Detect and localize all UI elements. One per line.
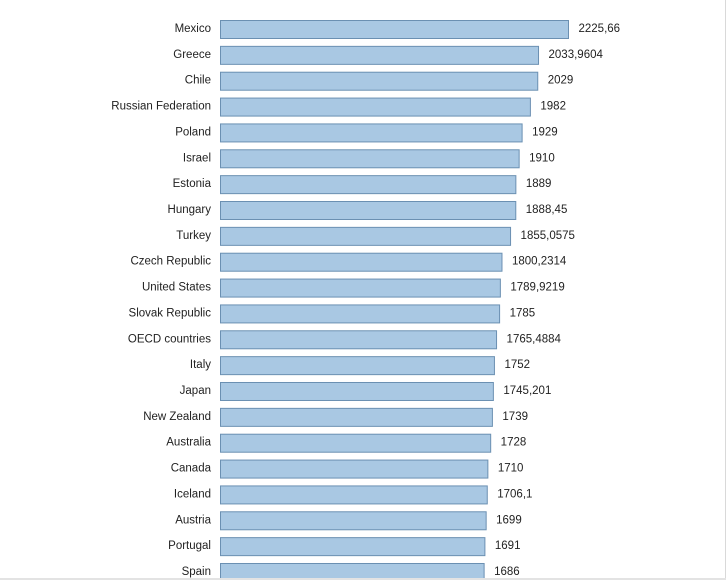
category-label: Mexico [175,23,211,35]
bar-row: Japan 1745,201 [180,382,552,400]
value-label: 1739 [502,411,528,423]
bar-row: Australia 1728 [166,434,526,452]
category-label: Spain [182,566,211,578]
bar [221,150,520,168]
value-label: 2029 [548,75,574,87]
bar [221,434,491,452]
value-label: 1855,0575 [521,230,575,242]
value-label: 1789,9219 [510,282,564,294]
bar [221,279,501,297]
value-label: 1910 [529,152,555,164]
bar-row: Canada 1710 [171,460,524,478]
bar-row: Chile 2029 [185,72,574,90]
bar-row: Slovak Republic 1785 [129,305,536,323]
bar-row: Czech Republic 1800,2314 [130,253,566,271]
bar-row: Hungary 1888,45 [168,201,568,219]
value-label: 1706,1 [497,488,532,500]
category-label: Russian Federation [111,101,211,113]
value-label: 1710 [498,463,524,475]
category-label: OECD countries [128,333,211,345]
category-label: Chile [185,75,211,87]
bar-row: Turkey 1855,0575 [176,227,575,245]
category-label: New Zealand [143,411,211,423]
category-label: Czech Republic [130,256,211,268]
bar [221,98,531,116]
category-label: Slovak Republic [129,307,212,319]
value-label: 1686 [494,566,520,578]
category-label: Turkey [176,230,211,242]
value-label: 1785 [510,307,536,319]
bar [221,253,502,271]
bar-row: New Zealand 1739 [143,408,528,426]
value-label: 1929 [532,126,558,138]
value-label: 1982 [540,101,566,113]
category-label: Iceland [174,488,211,500]
bar-row: Greece 2033,9604 [173,46,603,64]
value-label: 1699 [496,514,522,526]
bar [221,227,511,245]
value-label: 2033,9604 [549,49,604,61]
value-label: 1728 [501,437,527,449]
bar-row: Austria 1699 [175,512,522,530]
value-label: 1765,4884 [507,333,562,345]
value-label: 1888,45 [526,204,568,216]
bar [221,46,539,64]
bar [221,460,488,478]
category-label: Canada [171,463,212,475]
bar-row: Poland 1929 [175,124,558,142]
value-label: 1800,2314 [512,256,567,268]
bar [221,331,497,349]
bar [221,305,500,323]
category-label: Portugal [168,540,211,552]
bar-row: Mexico 2225,66 [175,21,621,39]
bar [221,201,516,219]
bar-row: Italy 1752 [190,357,530,375]
value-label: 2225,66 [579,23,621,35]
bar-row: OECD countries 1765,4884 [128,331,562,349]
bar [221,72,538,90]
bar-row: Russian Federation 1982 [111,98,566,116]
value-label: 1745,201 [503,385,551,397]
category-label: Greece [173,49,211,61]
bar-row: Israel 1910 [183,150,555,168]
category-label: Estonia [173,178,212,190]
category-label: Australia [166,437,211,449]
value-label: 1889 [526,178,552,190]
bar [221,21,569,39]
bar [221,486,488,504]
category-label: Italy [190,359,211,371]
category-label: United States [142,282,211,294]
bar-row: Iceland 1706,1 [174,486,533,504]
bar-row: Estonia 1889 [173,176,552,194]
bar [221,357,495,375]
category-label: Austria [175,514,211,526]
category-label: Japan [180,385,211,397]
bar [221,512,487,530]
category-label: Israel [183,152,211,164]
bar [221,408,493,426]
bar-row: United States 1789,9219 [142,279,565,297]
category-label: Hungary [168,204,212,216]
bar [221,382,494,400]
bar [221,176,516,194]
value-label: 1752 [504,359,530,371]
bar [221,124,523,142]
value-label: 1691 [495,540,521,552]
category-label: Poland [175,126,211,138]
bar [221,538,485,556]
bar-row: Portugal 1691 [168,538,520,556]
